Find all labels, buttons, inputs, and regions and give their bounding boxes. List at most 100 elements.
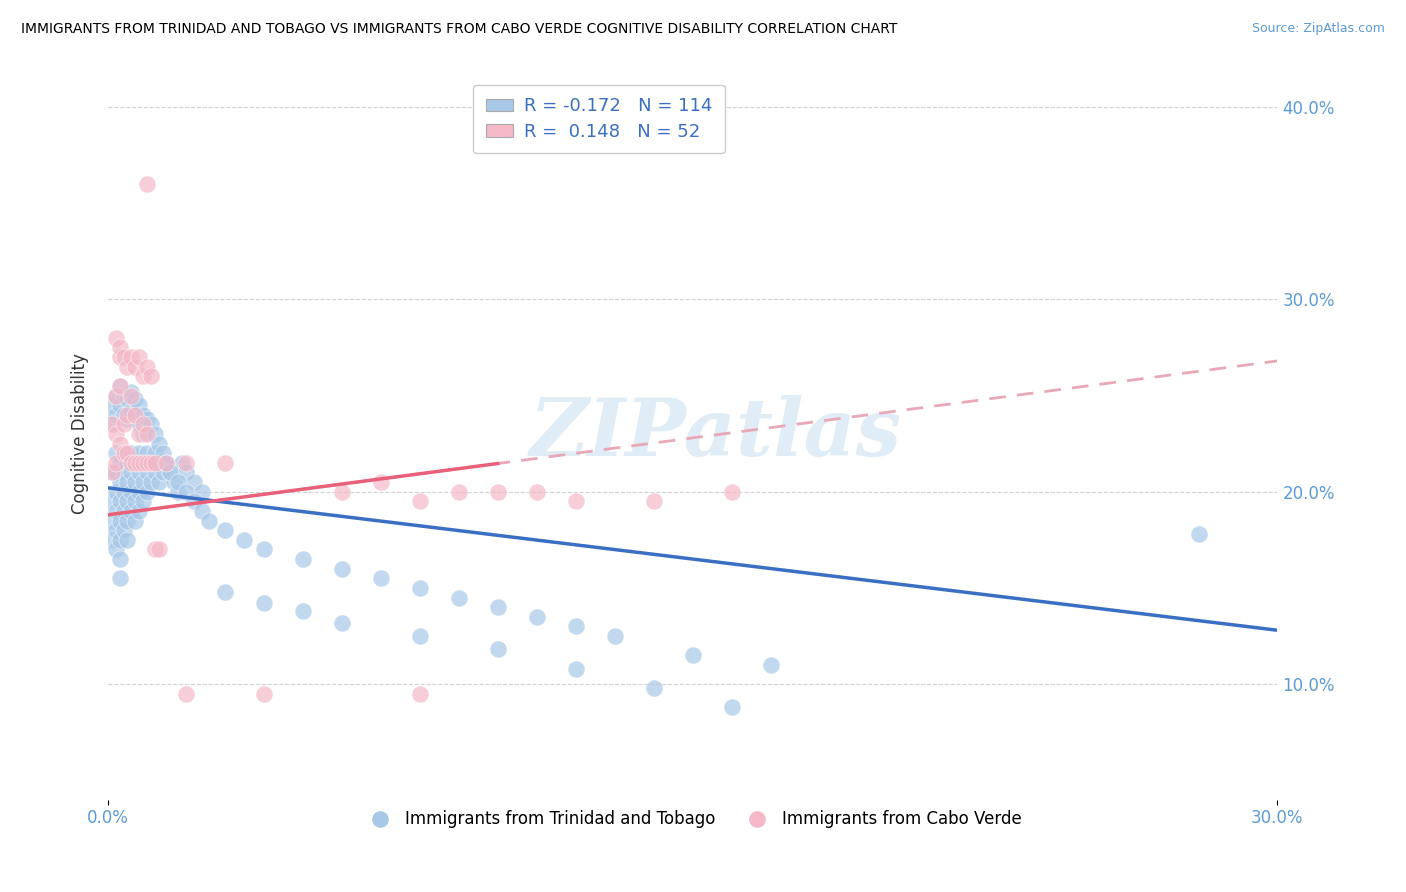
Point <box>128 398 150 412</box>
Point <box>112 523 135 537</box>
Point <box>120 466 142 480</box>
Point <box>155 456 177 470</box>
Point <box>253 687 276 701</box>
Point <box>136 456 159 470</box>
Point <box>720 484 742 499</box>
Point <box>101 466 124 480</box>
Point <box>108 552 131 566</box>
Point <box>132 417 155 432</box>
Point <box>167 484 190 499</box>
Point <box>132 475 155 489</box>
Point <box>170 456 193 470</box>
Point <box>564 619 586 633</box>
Point <box>486 642 509 657</box>
Point <box>174 484 197 499</box>
Point <box>101 466 124 480</box>
Point <box>139 475 162 489</box>
Point <box>120 484 142 499</box>
Point <box>603 629 626 643</box>
Point <box>682 648 704 663</box>
Point <box>108 494 131 508</box>
Point <box>104 388 127 402</box>
Point <box>104 446 127 460</box>
Point <box>253 596 276 610</box>
Point <box>104 388 127 402</box>
Point <box>120 446 142 460</box>
Point <box>108 379 131 393</box>
Point <box>104 331 127 345</box>
Point <box>101 417 124 432</box>
Point <box>108 436 131 450</box>
Point <box>108 533 131 547</box>
Point <box>152 446 174 460</box>
Point <box>132 494 155 508</box>
Point <box>104 484 127 499</box>
Point <box>148 475 170 489</box>
Point <box>409 494 432 508</box>
Point <box>120 404 142 418</box>
Point <box>759 657 782 672</box>
Point <box>128 456 150 470</box>
Point <box>643 681 665 695</box>
Point <box>330 484 353 499</box>
Point <box>104 466 127 480</box>
Point <box>101 533 124 547</box>
Point <box>117 392 139 407</box>
Point <box>148 436 170 450</box>
Point <box>330 562 353 576</box>
Point <box>143 542 166 557</box>
Point <box>136 411 159 425</box>
Point <box>190 504 212 518</box>
Point <box>112 504 135 518</box>
Point <box>143 466 166 480</box>
Point <box>1188 527 1211 541</box>
Point <box>120 384 142 399</box>
Point <box>117 446 139 460</box>
Point <box>112 484 135 499</box>
Point <box>526 484 548 499</box>
Point <box>101 514 124 528</box>
Point <box>128 350 150 364</box>
Point <box>128 504 150 518</box>
Point <box>163 475 186 489</box>
Point <box>104 408 127 422</box>
Point <box>124 408 146 422</box>
Point <box>136 484 159 499</box>
Point <box>183 494 205 508</box>
Point <box>564 662 586 676</box>
Point <box>124 456 146 470</box>
Point <box>117 456 139 470</box>
Point <box>117 359 139 374</box>
Text: ZIPatlas: ZIPatlas <box>530 395 903 473</box>
Point <box>128 466 150 480</box>
Point <box>128 446 150 460</box>
Point <box>117 494 139 508</box>
Point <box>104 504 127 518</box>
Point <box>486 484 509 499</box>
Point <box>104 456 127 470</box>
Point <box>124 514 146 528</box>
Point <box>112 388 135 402</box>
Point <box>148 542 170 557</box>
Point <box>128 417 150 432</box>
Point <box>174 456 197 470</box>
Point <box>291 604 314 618</box>
Point <box>183 475 205 489</box>
Point <box>101 494 124 508</box>
Point <box>447 484 470 499</box>
Point <box>174 466 197 480</box>
Point <box>155 456 177 470</box>
Point <box>152 466 174 480</box>
Point <box>486 600 509 615</box>
Point <box>132 369 155 384</box>
Point <box>214 523 236 537</box>
Point <box>108 456 131 470</box>
Legend: Immigrants from Trinidad and Tobago, Immigrants from Cabo Verde: Immigrants from Trinidad and Tobago, Imm… <box>357 804 1029 835</box>
Point <box>136 359 159 374</box>
Point <box>159 466 181 480</box>
Point <box>132 456 155 470</box>
Point <box>136 446 159 460</box>
Point <box>233 533 256 547</box>
Point <box>564 494 586 508</box>
Point <box>291 552 314 566</box>
